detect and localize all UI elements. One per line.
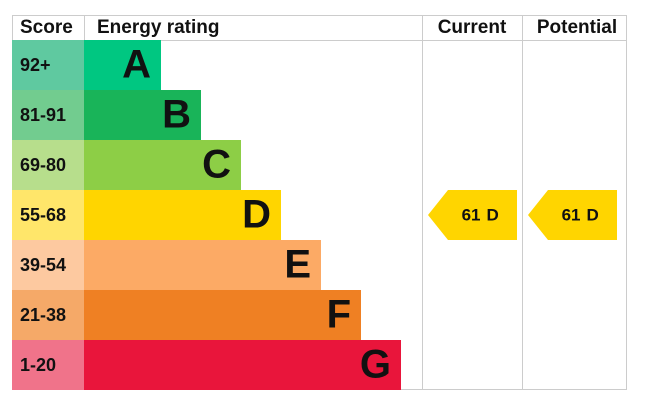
band-bar <box>84 190 281 240</box>
band-score: 81-91 <box>20 105 66 125</box>
header-rating: Energy rating <box>97 17 219 38</box>
current-letter: D <box>487 205 499 224</box>
header-current: Current <box>438 17 507 38</box>
score-cell <box>12 90 84 140</box>
current-arrow <box>428 190 517 240</box>
score-cell <box>12 290 84 340</box>
band-score: 55-68 <box>20 205 66 225</box>
score-cell <box>12 340 84 390</box>
band-bar <box>84 340 401 390</box>
band-bar <box>84 240 321 290</box>
band-score: 69-80 <box>20 155 66 175</box>
band-letter: A <box>122 43 151 87</box>
potential-letter: D <box>587 205 599 224</box>
band-letter: B <box>162 93 191 137</box>
score-cell <box>12 140 84 190</box>
band-bar <box>84 90 201 140</box>
band-letter: F <box>327 293 351 337</box>
header-potential: Potential <box>537 17 617 38</box>
band-score: 39-54 <box>20 255 66 275</box>
potential-arrow <box>528 190 617 240</box>
band-bar <box>84 140 241 190</box>
band-letter: G <box>360 343 391 387</box>
band-letter: D <box>242 193 271 237</box>
band-score: 92+ <box>20 55 51 75</box>
band-score: 21-38 <box>20 305 66 325</box>
band-letter: C <box>202 143 231 187</box>
header-score: Score <box>20 17 73 38</box>
score-cell <box>12 40 84 90</box>
current-value: 61 <box>462 205 481 224</box>
score-cell <box>12 190 84 240</box>
band-letter: E <box>284 243 311 287</box>
band-score: 1-20 <box>20 355 56 375</box>
band-bar <box>84 290 361 340</box>
band-bar <box>84 40 161 90</box>
score-cell <box>12 240 84 290</box>
potential-value: 61 <box>562 205 581 224</box>
